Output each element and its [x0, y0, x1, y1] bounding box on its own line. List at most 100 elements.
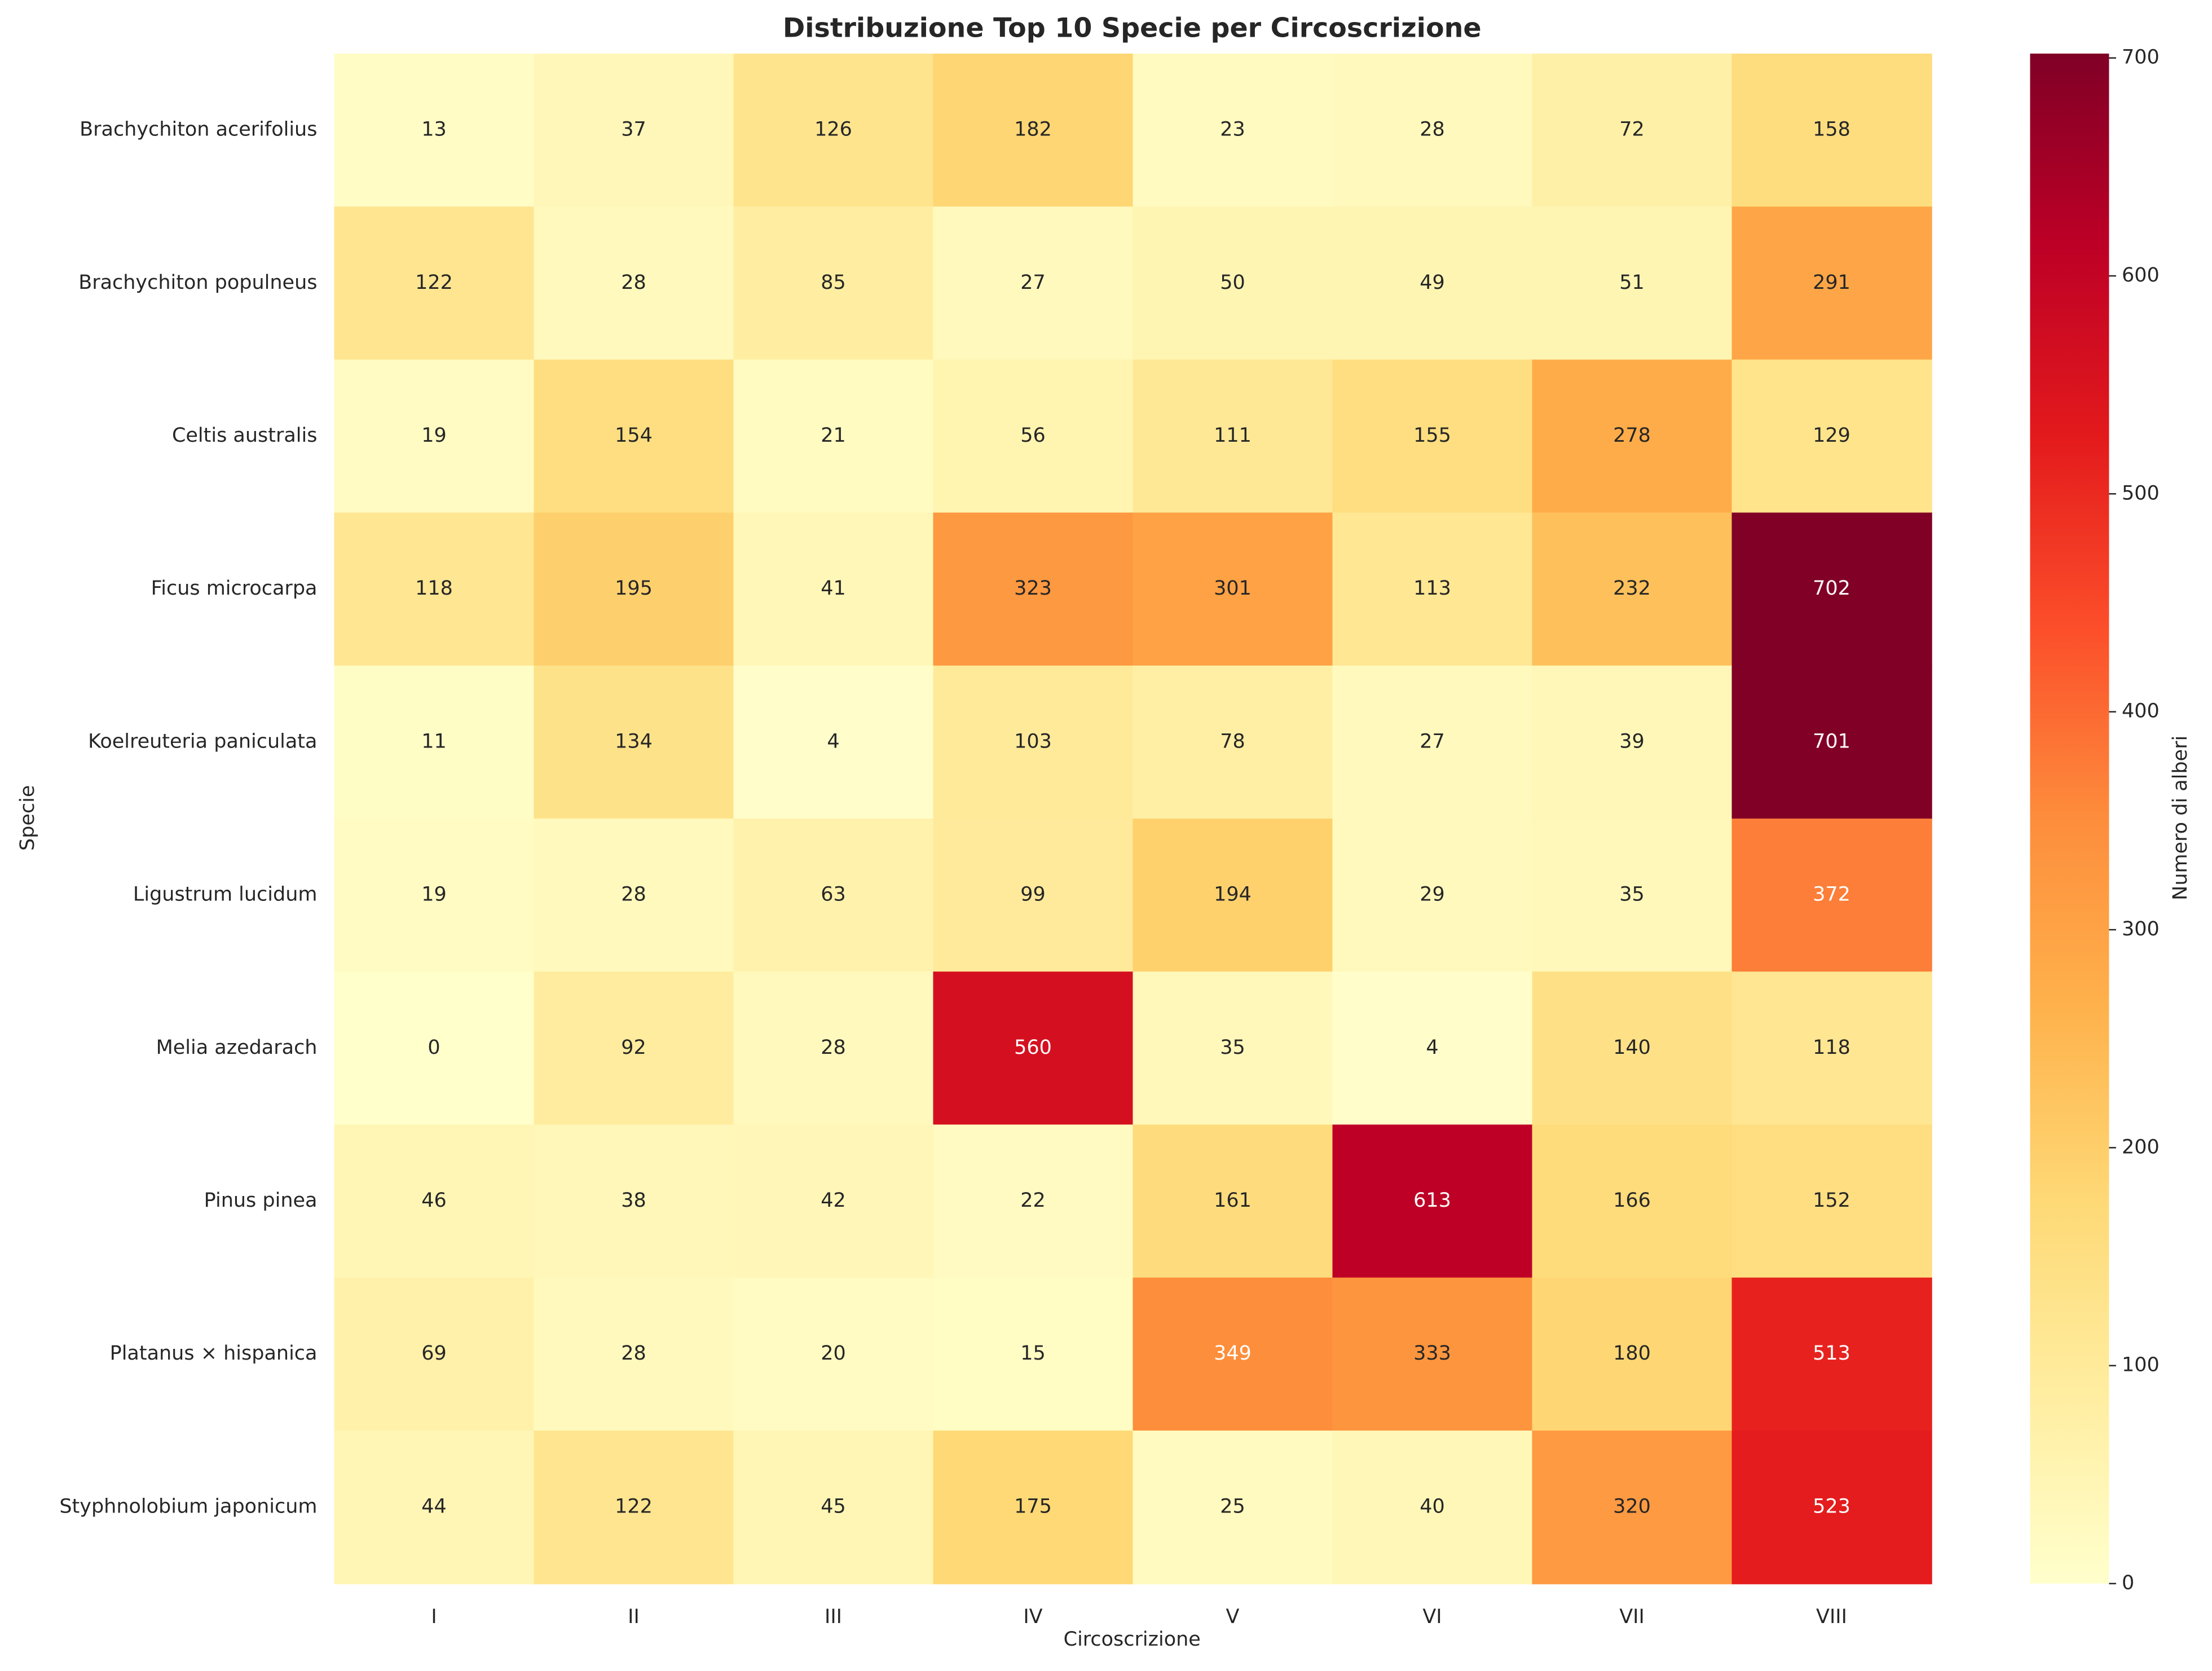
heatmap-cell — [534, 512, 734, 667]
heatmap-cell — [733, 359, 934, 513]
heatmap-cell — [534, 819, 734, 973]
cell-label: 166 — [1613, 1189, 1651, 1212]
cell-label: 0 — [428, 1036, 440, 1059]
cell-label: 37 — [621, 118, 646, 141]
heatmap-cell — [334, 1430, 535, 1585]
heatmap-cell — [334, 359, 535, 513]
heatmap-cell — [1532, 971, 1733, 1125]
x-tick-label: II — [628, 1606, 640, 1628]
heatmap-cell — [1731, 512, 1932, 667]
x-tick-label: VI — [1422, 1606, 1442, 1628]
cell-label: 560 — [1014, 1036, 1052, 1059]
cell-label: 50 — [1220, 271, 1245, 294]
cell-label: 523 — [1813, 1495, 1850, 1518]
cell-label: 182 — [1014, 118, 1052, 141]
heatmap-cell — [733, 665, 934, 820]
heatmap-cell — [933, 1277, 1134, 1432]
cell-label: 513 — [1813, 1342, 1850, 1365]
heatmap-cell — [933, 665, 1134, 820]
cell-label: 23 — [1220, 118, 1245, 141]
heatmap-cell — [1332, 819, 1533, 973]
heatmap-cell — [334, 512, 535, 667]
cell-label: 85 — [821, 271, 846, 294]
cell-label: 21 — [821, 424, 846, 447]
chart-title: Distribuzione Top 10 Specie per Circoscr… — [783, 12, 1482, 43]
heatmap-cell — [334, 819, 535, 973]
heatmap-cell — [534, 665, 734, 820]
y-tick-label: Ligustrum lucidum — [133, 883, 318, 906]
heatmap-cell — [1133, 665, 1333, 820]
heatmap-cell — [1532, 1124, 1733, 1278]
colorbar-tick-label: 500 — [2122, 482, 2160, 504]
cell-label: 118 — [1813, 1036, 1850, 1059]
heatmap-cell — [1332, 1277, 1533, 1432]
cell-label: 134 — [615, 730, 653, 753]
heatmap-cell — [1731, 665, 1932, 820]
heatmap-cell — [933, 359, 1134, 513]
y-tick-label: Brachychiton populneus — [78, 271, 317, 294]
x-axis-label: Circoscrizione — [1064, 1628, 1201, 1651]
cell-label: 155 — [1413, 424, 1451, 447]
cell-label: 702 — [1813, 577, 1850, 600]
colorbar-tick-label: 300 — [2122, 918, 2160, 940]
heatmap-cell — [733, 53, 934, 208]
cell-label: 701 — [1813, 730, 1850, 753]
heatmap-cell — [733, 1430, 934, 1585]
heatmap-cell — [1133, 512, 1333, 667]
cell-label: 46 — [421, 1189, 447, 1212]
cell-label: 158 — [1813, 118, 1850, 141]
heatmap-cell — [1532, 665, 1733, 820]
cell-label: 232 — [1613, 577, 1651, 600]
cell-label: 40 — [1420, 1495, 1445, 1518]
cell-label: 25 — [1220, 1495, 1245, 1518]
heatmap-cell — [1332, 1124, 1533, 1278]
cell-label: 56 — [1020, 424, 1046, 447]
colorbar-tick-label: 700 — [2122, 46, 2160, 69]
x-tick-label: III — [825, 1606, 842, 1628]
heatmap-cell — [1332, 1430, 1533, 1585]
heatmap-cell — [334, 1277, 535, 1432]
cell-label: 180 — [1613, 1342, 1651, 1365]
cell-label: 35 — [1220, 1036, 1245, 1059]
cell-label: 41 — [821, 577, 846, 600]
cell-label: 45 — [821, 1495, 846, 1518]
cell-label: 92 — [621, 1036, 646, 1059]
heatmap-cell — [1332, 359, 1533, 513]
cell-label: 15 — [1020, 1342, 1046, 1365]
heatmap-cell — [1133, 1124, 1333, 1278]
cell-label: 111 — [1214, 424, 1252, 447]
cell-label: 19 — [421, 883, 447, 906]
cell-label: 161 — [1214, 1189, 1252, 1212]
x-tick-label: IV — [1023, 1606, 1042, 1628]
cell-label: 69 — [421, 1342, 447, 1365]
cell-label: 28 — [821, 1036, 846, 1059]
cell-label: 194 — [1214, 883, 1252, 906]
heatmap-cell — [1332, 53, 1533, 208]
cell-label: 63 — [821, 883, 846, 906]
cell-label: 372 — [1813, 883, 1850, 906]
cell-label: 4 — [827, 730, 839, 753]
heatmap-cell — [534, 1277, 734, 1432]
cell-label: 175 — [1014, 1495, 1052, 1518]
x-tick-label: I — [431, 1606, 437, 1628]
heatmap-cell — [1731, 1277, 1932, 1432]
cell-label: 323 — [1014, 577, 1052, 600]
colorbar-tick-label: 400 — [2122, 700, 2160, 723]
cell-label: 42 — [821, 1189, 846, 1212]
cell-label: 140 — [1613, 1036, 1651, 1059]
cell-label: 49 — [1420, 271, 1445, 294]
heatmap-cell — [933, 1124, 1134, 1278]
heatmap-cell — [334, 53, 535, 208]
heatmap-cell — [1731, 819, 1932, 973]
heatmap-cell — [933, 1430, 1134, 1585]
cell-label: 13 — [421, 118, 447, 141]
heatmap-cell — [1532, 1277, 1733, 1432]
heatmap-cell — [1332, 512, 1533, 667]
x-tick-label: V — [1226, 1606, 1240, 1628]
heatmap-cell — [534, 53, 734, 208]
y-tick-label: Celtis australis — [172, 424, 318, 447]
cell-label: 152 — [1813, 1189, 1850, 1212]
cell-label: 154 — [615, 424, 653, 447]
heatmap-cell — [1332, 665, 1533, 820]
